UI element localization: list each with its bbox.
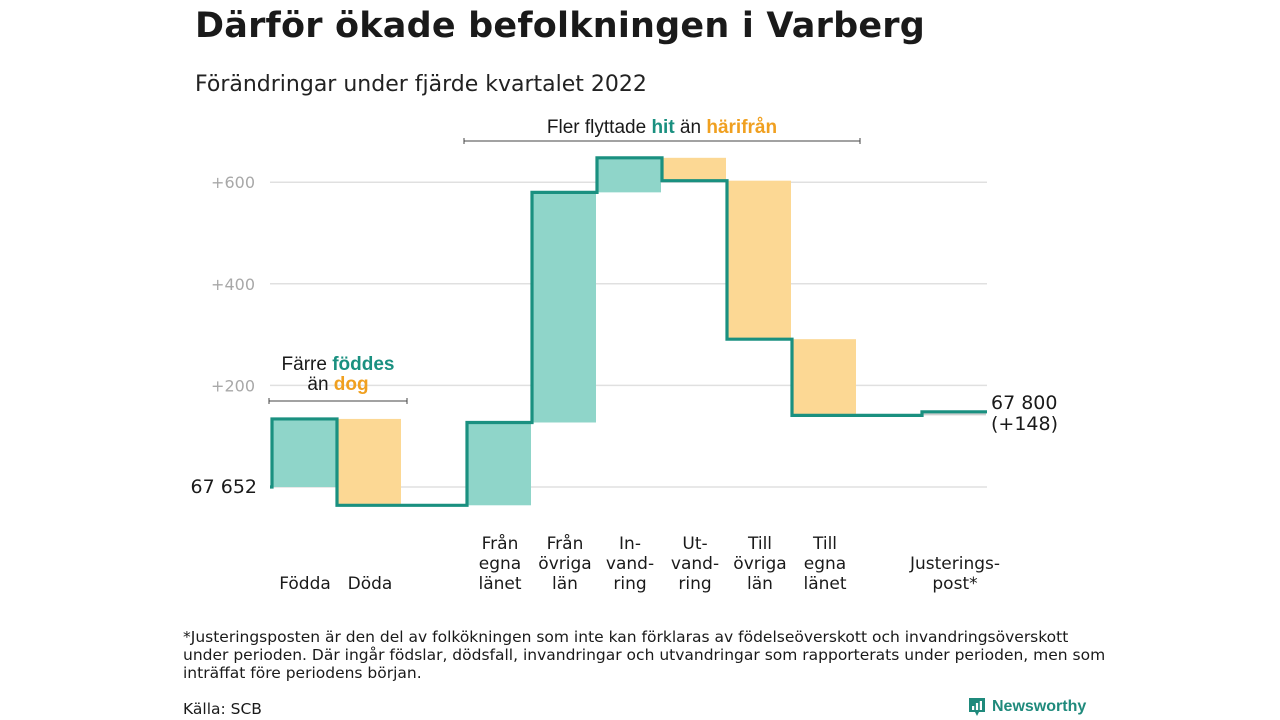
bar-increase bbox=[467, 422, 531, 506]
end-value-label: 67 800 bbox=[991, 392, 1057, 414]
bar-adjust bbox=[922, 411, 986, 416]
cumulative-line bbox=[270, 156, 987, 507]
x-category-label: Justerings- bbox=[909, 554, 1000, 574]
start-value-label: 67 652 bbox=[191, 476, 257, 498]
x-category-label: Från bbox=[547, 533, 584, 554]
brand-name: Newsworthy bbox=[992, 698, 1087, 715]
x-category-label: vand- bbox=[606, 554, 654, 574]
annotation-plain-word: än bbox=[675, 117, 707, 138]
x-category-label: Till bbox=[747, 534, 772, 554]
chart-title: Därför ökade befolkningen i Varberg bbox=[195, 6, 925, 46]
x-category-label: ring bbox=[678, 574, 711, 594]
x-category-label: egna bbox=[479, 554, 521, 574]
x-category-label: vand- bbox=[671, 554, 719, 574]
x-category-label: Födda bbox=[279, 574, 331, 594]
x-category-label: länet bbox=[478, 574, 521, 594]
annotation-text: Färre föddes bbox=[282, 354, 395, 375]
bar-decrease bbox=[337, 418, 401, 506]
newsworthy-logo-icon bbox=[969, 698, 985, 716]
annotation-orange-word: härifrån bbox=[706, 117, 777, 138]
x-category-label: ring bbox=[613, 574, 646, 594]
annotation-plain-word: än bbox=[307, 374, 333, 395]
bar-decrease bbox=[727, 180, 791, 340]
annotation-plain-word: Fler flyttade bbox=[547, 117, 652, 138]
chart-subtitle: Förändringar under fjärde kvartalet 2022 bbox=[195, 72, 647, 97]
y-tick-label: +400 bbox=[211, 275, 255, 294]
annotation-teal-word: hit bbox=[651, 117, 675, 138]
y-tick-label: +600 bbox=[211, 173, 255, 192]
x-category-label: länet bbox=[803, 574, 846, 594]
annotation-orange-word: dog bbox=[334, 374, 369, 395]
bar-decrease bbox=[662, 157, 726, 181]
x-category-label: Från bbox=[482, 533, 519, 554]
x-category-label: Ut- bbox=[682, 534, 707, 554]
annotation-teal-word: föddes bbox=[332, 354, 394, 375]
x-category-label: län bbox=[552, 574, 578, 594]
x-category-label: Till bbox=[812, 534, 837, 554]
footnote: *Justeringsposten är den del av folkökni… bbox=[183, 628, 1106, 682]
y-tick-label: +200 bbox=[211, 376, 255, 395]
source-label: Källa: SCB bbox=[183, 700, 262, 718]
x-category-label: post* bbox=[932, 574, 977, 594]
annotation-text: Fler flyttade hit än härifrån bbox=[547, 117, 777, 138]
annotation-plain-word: Färre bbox=[282, 354, 333, 375]
x-category-label: egna bbox=[804, 554, 846, 574]
bar-increase bbox=[532, 192, 596, 423]
x-category-label: län bbox=[747, 574, 773, 594]
brand[interactable]: Newsworthy bbox=[968, 697, 1086, 717]
x-category-label: övriga bbox=[538, 554, 591, 574]
x-category-label: In- bbox=[619, 534, 641, 554]
x-category-label: Döda bbox=[348, 574, 393, 594]
bar-increase bbox=[272, 418, 336, 487]
end-change-label: (+148) bbox=[991, 413, 1058, 435]
x-category-label: övriga bbox=[733, 554, 786, 574]
bar-increase bbox=[597, 157, 661, 193]
bar-decrease bbox=[792, 339, 856, 416]
annotation-text: än dog bbox=[307, 374, 368, 395]
